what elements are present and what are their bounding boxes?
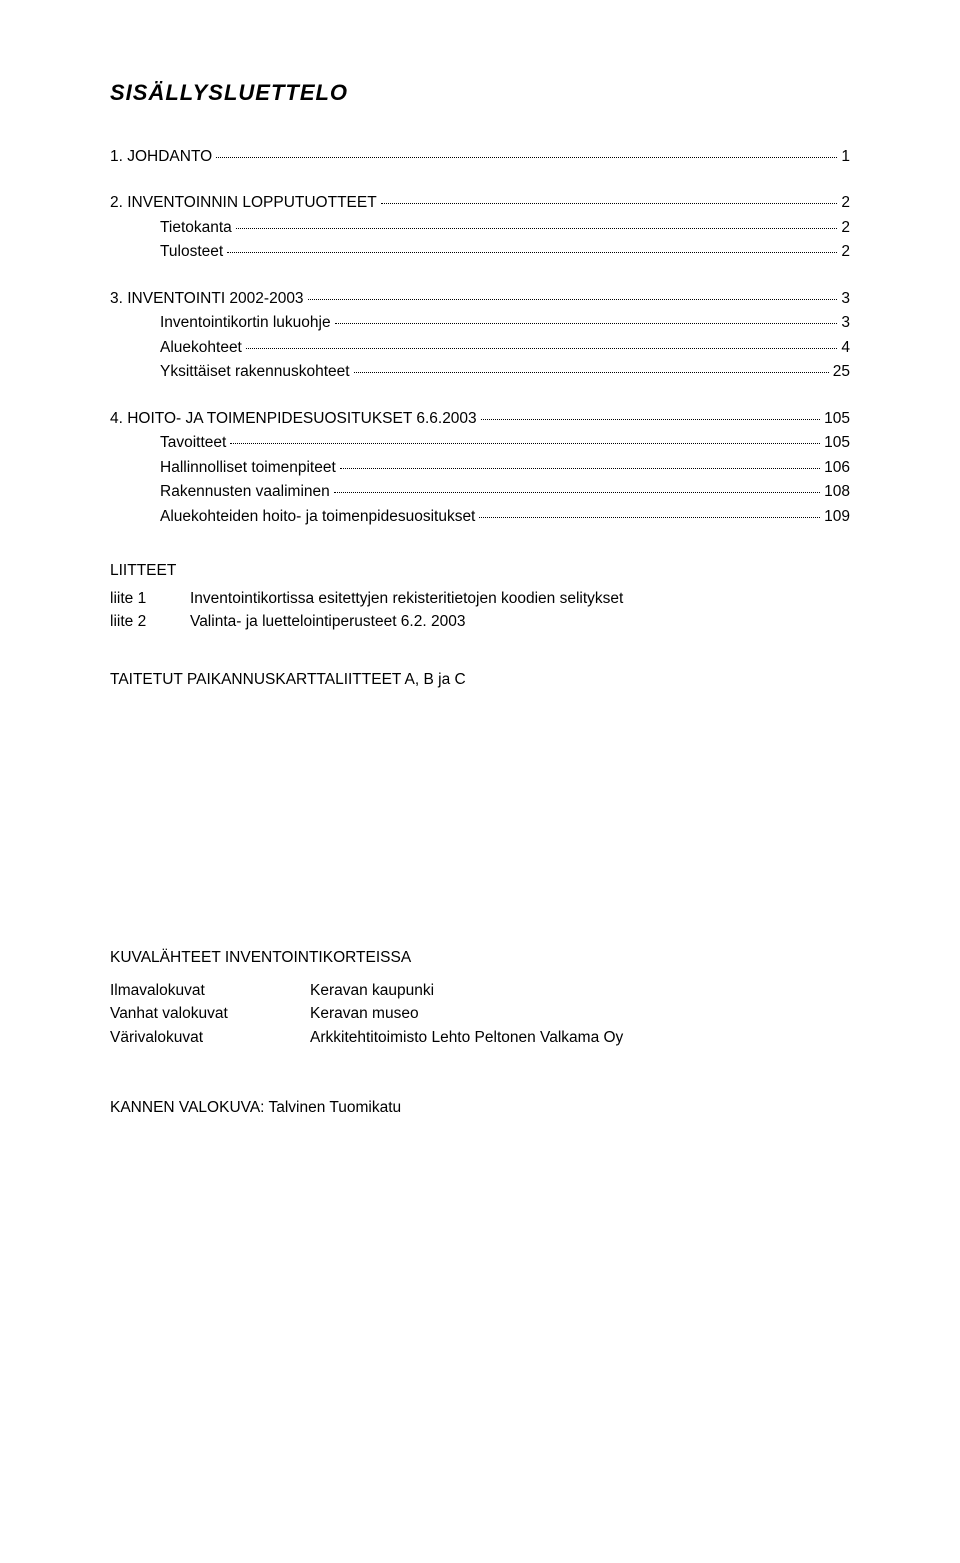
toc-entry: 3. INVENTOINTI 2002-2003 3 xyxy=(110,288,850,310)
page-title: SISÄLLYSLUETTELO xyxy=(110,80,850,106)
toc-entry: Tietokanta 2 xyxy=(110,217,850,239)
attachment-desc: Valinta- ja luettelointiperusteet 6.2. 2… xyxy=(190,611,850,633)
source-key: Ilmavalokuvat xyxy=(110,979,310,1002)
toc-entry: Aluekohteet 4 xyxy=(110,337,850,359)
sources-heading: KUVALÄHTEET INVENTOINTIKORTEISSA xyxy=(110,949,850,967)
toc-entry: Tavoitteet 105 xyxy=(110,432,850,454)
toc-entry: Aluekohteiden hoito- ja toimenpidesuosit… xyxy=(110,506,850,528)
dot-leader xyxy=(334,492,820,493)
toc-entry-page: 2 xyxy=(841,217,850,239)
attachment-key: liite 2 xyxy=(110,611,190,633)
toc-entry-label: 2. INVENTOINNIN LOPPUTUOTTEET xyxy=(110,192,377,214)
toc-entry-label: 3. INVENTOINTI 2002-2003 xyxy=(110,288,304,310)
toc-entry-label: Hallinnolliset toimenpiteet xyxy=(160,457,336,479)
toc-entry-label: Yksittäiset rakennuskohteet xyxy=(160,361,350,383)
toc-entry-label: Tietokanta xyxy=(160,217,232,239)
dot-leader xyxy=(340,468,820,469)
document-page: SISÄLLYSLUETTELO 1. JOHDANTO 1 2. INVENTO… xyxy=(0,0,960,1563)
dot-leader xyxy=(479,517,820,518)
source-value: Keravan museo xyxy=(310,1002,850,1025)
toc-entry: Yksittäiset rakennuskohteet 25 xyxy=(110,361,850,383)
image-sources-block: KUVALÄHTEET INVENTOINTIKORTEISSA Ilmaval… xyxy=(110,949,850,1049)
source-row: VärivalokuvatArkkitehtitoimisto Lehto Pe… xyxy=(110,1026,850,1049)
toc-entry-page: 4 xyxy=(841,337,850,359)
toc-entry-label: 4. HOITO- JA TOIMENPIDESUOSITUKSET 6.6.2… xyxy=(110,408,477,430)
toc-entry-label: Aluekohteiden hoito- ja toimenpidesuosit… xyxy=(160,506,475,528)
toc-entry-page: 106 xyxy=(824,457,850,479)
toc-entry-label: 1. JOHDANTO xyxy=(110,146,212,168)
toc-entry: 2. INVENTOINNIN LOPPUTUOTTEET 2 xyxy=(110,192,850,214)
toc-entry: Tulosteet 2 xyxy=(110,241,850,263)
toc-entry: Hallinnolliset toimenpiteet 106 xyxy=(110,457,850,479)
toc-entry-label: Aluekohteet xyxy=(160,337,242,359)
toc-entry-page: 109 xyxy=(824,506,850,528)
toc-entry-label: Inventointikortin lukuohje xyxy=(160,312,331,334)
attachment-row: liite 1Inventointikortissa esitettyjen r… xyxy=(110,588,850,610)
dot-leader xyxy=(216,157,837,158)
toc-entry-page: 1 xyxy=(841,146,850,168)
dot-leader xyxy=(308,299,838,300)
source-value: Arkkitehtitoimisto Lehto Peltonen Valkam… xyxy=(310,1026,850,1049)
dot-leader xyxy=(354,372,829,373)
sources-list: IlmavalokuvatKeravan kaupunkiVanhat valo… xyxy=(110,979,850,1049)
attachments-list: liite 1Inventointikortissa esitettyjen r… xyxy=(110,588,850,633)
toc-entry-page: 2 xyxy=(841,192,850,214)
toc-entry-page: 105 xyxy=(824,408,850,430)
source-key: Värivalokuvat xyxy=(110,1026,310,1049)
attachment-desc: Inventointikortissa esitettyjen rekister… xyxy=(190,588,850,610)
toc-entry-page: 3 xyxy=(841,312,850,334)
toc-entry: 1. JOHDANTO 1 xyxy=(110,146,850,168)
toc-entry: Rakennusten vaaliminen 108 xyxy=(110,481,850,503)
dot-leader xyxy=(335,323,838,324)
toc-entry-label: Tavoitteet xyxy=(160,432,226,454)
toc-entry-page: 3 xyxy=(841,288,850,310)
toc-entry-page: 2 xyxy=(841,241,850,263)
toc-entry-page: 108 xyxy=(824,481,850,503)
toc-entry-page: 105 xyxy=(824,432,850,454)
source-row: Vanhat valokuvatKeravan museo xyxy=(110,1002,850,1025)
attachment-row: liite 2Valinta- ja luettelointiperusteet… xyxy=(110,611,850,633)
dot-leader xyxy=(381,203,838,204)
toc-entry-label: Rakennusten vaaliminen xyxy=(160,481,330,503)
source-row: IlmavalokuvatKeravan kaupunki xyxy=(110,979,850,1002)
source-key: Vanhat valokuvat xyxy=(110,1002,310,1025)
dot-leader xyxy=(481,419,820,420)
dot-leader xyxy=(236,228,838,229)
dot-leader xyxy=(246,348,838,349)
source-value: Keravan kaupunki xyxy=(310,979,850,1002)
dot-leader xyxy=(230,443,820,444)
attachment-key: liite 1 xyxy=(110,588,190,610)
toc-entry-label: Tulosteet xyxy=(160,241,223,263)
attachments-heading: LIITTEET xyxy=(110,562,850,580)
dot-leader xyxy=(227,252,837,253)
table-of-contents: 1. JOHDANTO 1 2. INVENTOINNIN LOPPUTUOTTE… xyxy=(110,146,850,528)
toc-entry: 4. HOITO- JA TOIMENPIDESUOSITUKSET 6.6.2… xyxy=(110,408,850,430)
toc-entry: Inventointikortin lukuohje 3 xyxy=(110,312,850,334)
toc-entry-page: 25 xyxy=(833,361,850,383)
folded-maps: TAITETUT PAIKANNUSKARTTALIITTEET A, B ja… xyxy=(110,671,850,689)
cover-photo-line: KANNEN VALOKUVA: Talvinen Tuomikatu xyxy=(110,1099,850,1117)
